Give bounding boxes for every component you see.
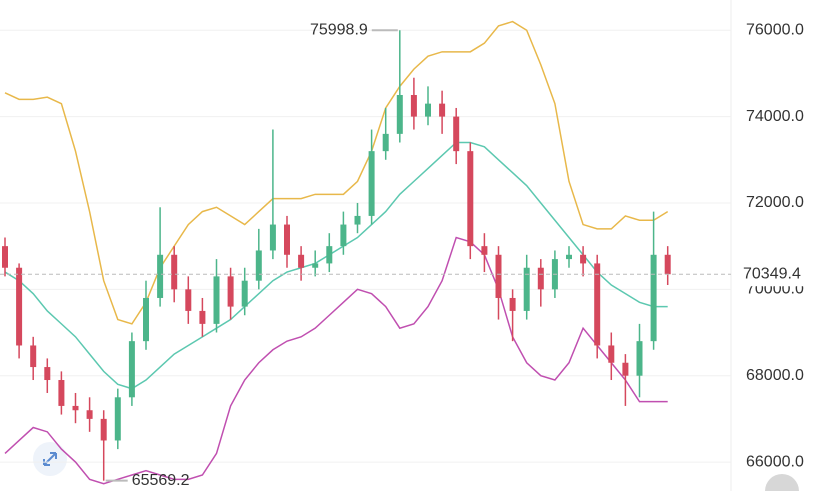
candle-body	[382, 133, 389, 152]
candle-body	[509, 297, 516, 311]
candle-body	[2, 246, 8, 268]
candle-body	[185, 289, 192, 311]
candle-body	[495, 254, 502, 298]
candle-body	[326, 246, 333, 264]
candle-body	[312, 263, 319, 268]
candle-body	[157, 254, 164, 298]
y-tick-label: 72000.0	[746, 194, 804, 211]
candle-body	[664, 254, 671, 275]
candle-body	[622, 362, 629, 376]
max-label: 75998.9	[310, 21, 368, 38]
candle-body	[467, 151, 474, 247]
candle-body	[340, 224, 347, 247]
y-tick-label: 66000.0	[746, 453, 804, 470]
candle-body	[425, 103, 431, 117]
corner-icon[interactable]	[765, 474, 799, 491]
candle-body	[566, 254, 572, 260]
candle-body	[580, 254, 587, 264]
candle-body	[171, 254, 178, 290]
candle-body	[86, 410, 93, 419]
candle-body	[269, 224, 276, 251]
y-tick-label: 76000.0	[746, 21, 804, 38]
candle-body	[143, 297, 149, 342]
candle-body	[636, 341, 643, 376]
candle-body	[650, 254, 657, 342]
y-tick-label: 74000.0	[746, 108, 804, 125]
candle-body	[298, 254, 305, 268]
candle-body	[439, 103, 446, 117]
candle-body	[30, 345, 37, 368]
candle-body	[523, 267, 530, 311]
candle-body	[128, 341, 135, 398]
candle-body	[58, 380, 65, 406]
candle-body	[241, 280, 248, 307]
band-line	[4, 20, 669, 325]
candle-body	[213, 276, 220, 324]
candle-body	[537, 267, 544, 290]
expand-icon[interactable]	[33, 442, 67, 476]
candle-body	[114, 397, 121, 441]
candle-body	[396, 95, 403, 134]
candle-body	[100, 418, 107, 441]
last-price-bg	[733, 262, 829, 287]
candle-body	[16, 267, 23, 346]
candle-body	[410, 95, 417, 117]
candle-body	[354, 215, 361, 225]
band-line	[4, 141, 668, 390]
candle-body	[368, 151, 375, 216]
min-label: 65569.2	[132, 472, 190, 489]
candle-body	[199, 310, 206, 324]
candle-body	[453, 116, 460, 152]
candle-body	[72, 405, 79, 411]
y-tick-label: 68000.0	[746, 367, 804, 384]
candle-body	[608, 345, 615, 363]
candle-body	[44, 367, 51, 381]
candle-body	[284, 224, 290, 255]
candle-body	[594, 263, 601, 346]
candle-body	[227, 276, 234, 307]
candle-body	[255, 250, 262, 281]
last-price-label: 70349.4	[743, 265, 801, 282]
candle-body	[481, 246, 488, 255]
